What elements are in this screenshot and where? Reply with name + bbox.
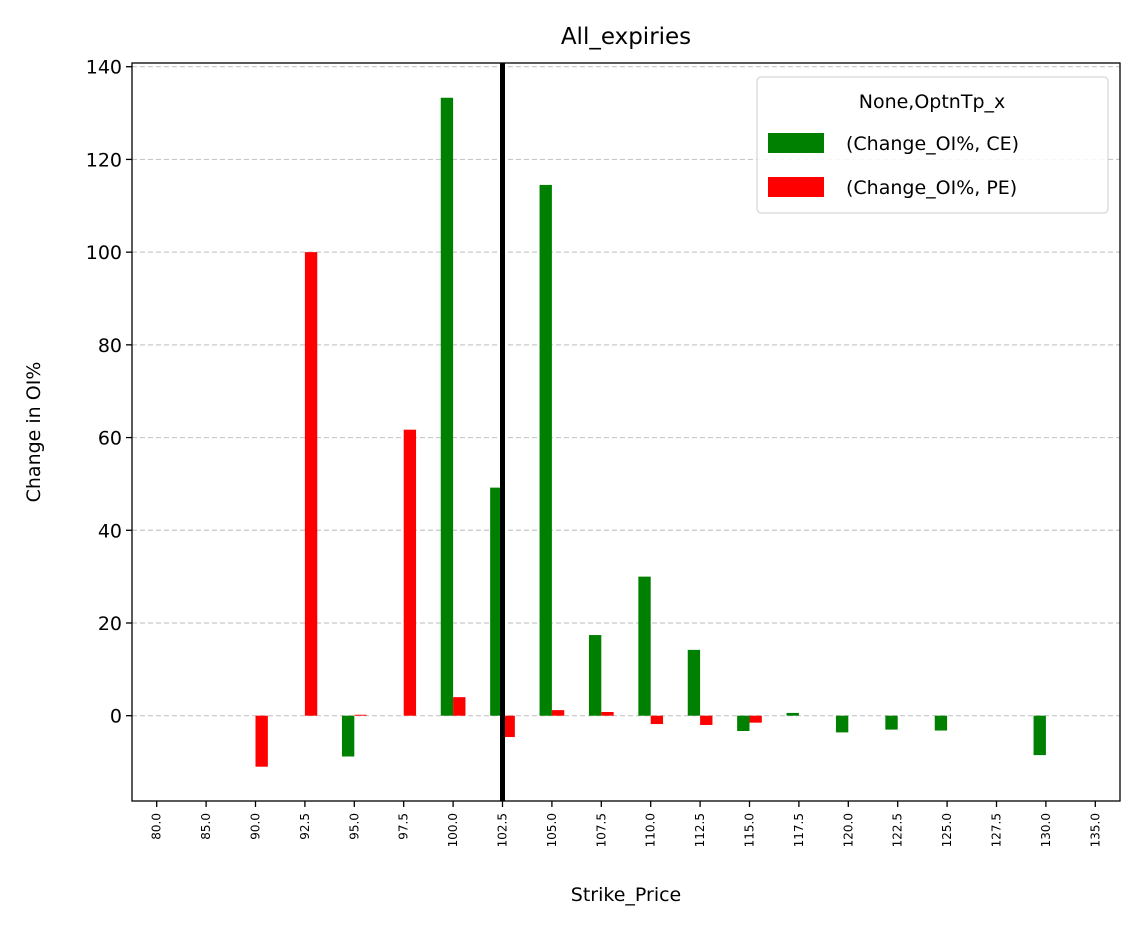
bar-ce-100.0 xyxy=(440,97,454,716)
y-axis-label: Change in OI% xyxy=(23,362,45,503)
bar-pe-107.5 xyxy=(601,711,614,716)
bar-ce-110.0 xyxy=(638,576,651,716)
x-axis-label: Strike_Price xyxy=(571,884,681,906)
legend-box xyxy=(756,76,1109,214)
x-tick-label: 105.0 xyxy=(545,813,559,847)
bars xyxy=(255,97,1046,767)
bar-pe-115.0 xyxy=(749,715,762,723)
x-tick-label: 125.0 xyxy=(940,813,954,847)
bar-ce-117.5 xyxy=(786,712,799,716)
bar-ce-125.0 xyxy=(934,715,948,731)
bar-pe-110.0 xyxy=(650,715,664,725)
x-tick-label: 120.0 xyxy=(841,813,855,847)
legend-swatch-ce xyxy=(768,133,824,153)
x-tick-label: 110.0 xyxy=(644,813,658,847)
x-axis: 80.0 85.0 90.0 92.5 95.0 97.5 100.0 102.5 105.0 1… xyxy=(150,801,1102,847)
bar-pe-102.5 xyxy=(502,715,515,738)
x-tick-label: 95.0 xyxy=(347,813,361,840)
x-tick-label: 97.5 xyxy=(397,813,411,840)
y-tick-label: 100 xyxy=(86,242,122,264)
bar-ce-130.0 xyxy=(1033,715,1046,756)
plot-frame xyxy=(131,62,1121,802)
x-tick-label: 90.0 xyxy=(249,813,263,840)
bar-pe-105.0 xyxy=(551,710,565,716)
bar-pe-112.5 xyxy=(700,715,713,725)
legend-swatch-pe xyxy=(768,177,824,197)
bar-pe-100.0 xyxy=(453,697,466,716)
y-axis: 0 20 40 60 80 100 120 140 xyxy=(86,57,132,728)
bar-ce-112.5 xyxy=(687,649,701,716)
legend-label-pe: (Change_OI%, PE) xyxy=(846,177,1017,199)
x-tick-label: 112.5 xyxy=(693,813,707,847)
legend-label-ce: (Change_OI%, CE) xyxy=(846,133,1019,155)
y-tick-label: 120 xyxy=(86,149,122,171)
x-tick-label: 122.5 xyxy=(891,813,905,847)
chart-title: All_expiries xyxy=(561,24,691,50)
bar-ce-95.0 xyxy=(341,715,355,757)
bar-ce-102.5 xyxy=(490,487,503,716)
y-tick-label: 40 xyxy=(98,520,122,542)
bar-ce-105.0 xyxy=(539,184,552,716)
x-tick-label: 117.5 xyxy=(792,813,806,847)
x-tick-label: 80.0 xyxy=(150,813,164,840)
legend-title: None,OptnTp_x xyxy=(859,91,1006,113)
x-tick-label: 127.5 xyxy=(990,813,1004,847)
x-tick-label: 102.5 xyxy=(496,813,510,847)
grid xyxy=(132,66,1120,717)
x-tick-label: 92.5 xyxy=(298,813,312,840)
bar-pe-95.0 xyxy=(354,714,367,716)
bar-pe-90.0 xyxy=(255,715,268,767)
bar-ce-115.0 xyxy=(737,715,750,732)
y-tick-label: 60 xyxy=(98,428,122,450)
y-tick-label: 0 xyxy=(110,706,122,728)
bar-ce-122.5 xyxy=(885,715,898,730)
x-tick-label: 100.0 xyxy=(446,813,460,847)
y-tick-label: 140 xyxy=(86,57,122,79)
legend: None,OptnTp_x (Change_OI%, CE) (Change_O… xyxy=(756,76,1109,214)
bar-ce-107.5 xyxy=(588,635,602,716)
bar-pe-92.5 xyxy=(304,252,318,716)
y-tick-label: 80 xyxy=(98,335,122,357)
x-tick-label: 115.0 xyxy=(743,813,757,847)
x-tick-label: 135.0 xyxy=(1088,813,1102,847)
y-tick-label: 20 xyxy=(98,613,122,635)
x-tick-label: 107.5 xyxy=(594,813,608,847)
bar-pe-97.5 xyxy=(403,429,417,716)
bar-ce-120.0 xyxy=(835,715,849,733)
x-tick-label: 130.0 xyxy=(1039,813,1053,847)
x-tick-label: 85.0 xyxy=(199,813,213,840)
